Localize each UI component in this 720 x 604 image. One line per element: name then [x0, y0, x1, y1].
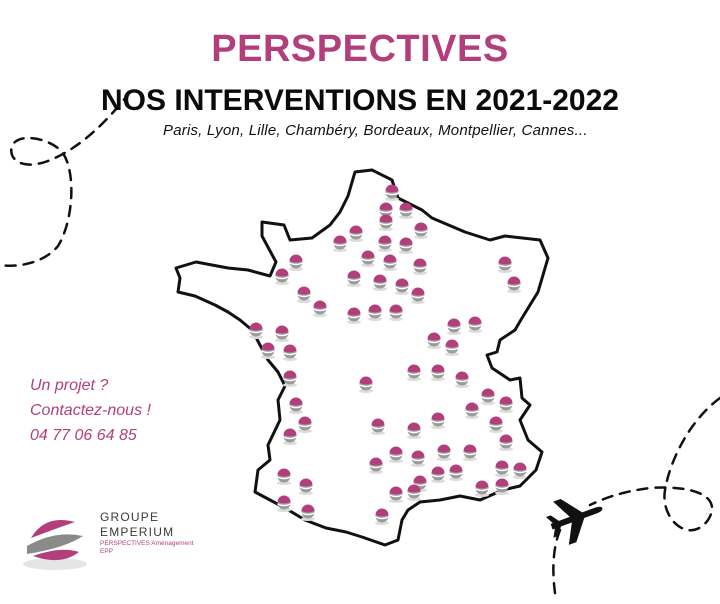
map-marker-icon	[261, 342, 275, 359]
map-marker-icon	[385, 184, 399, 201]
logo-text: GROUPE EMPERIUM PERSPECTIVES Aménagement…	[100, 510, 194, 556]
map-marker-icon	[378, 235, 392, 252]
map-marker-icon	[297, 286, 311, 303]
map-marker-icon	[299, 478, 313, 495]
map-marker-icon	[489, 416, 503, 433]
map-marker-icon	[427, 332, 441, 349]
brand-title: PERSPECTIVES	[211, 28, 509, 70]
map-marker-icon	[447, 318, 461, 335]
map-marker-icon	[468, 316, 482, 333]
map-marker-icon	[407, 484, 421, 501]
map-marker-icon	[375, 508, 389, 525]
map-marker-icon	[431, 466, 445, 483]
map-marker-icon	[413, 258, 427, 275]
map-marker-icon	[414, 222, 428, 239]
logo-line-emperium: EMPERIUM	[100, 525, 175, 539]
map-marker-icon	[465, 402, 479, 419]
map-marker-icon	[499, 396, 513, 413]
map-marker-icon	[389, 446, 403, 463]
map-marker-icon	[407, 422, 421, 439]
map-marker-icon	[275, 325, 289, 342]
map-marker-icon	[399, 202, 413, 219]
map-marker-icon	[498, 256, 512, 273]
map-marker-icon	[289, 397, 303, 414]
map-marker-icon	[283, 344, 297, 361]
map-marker-icon	[349, 225, 363, 242]
map-marker-icon	[333, 235, 347, 252]
map-marker-icon	[283, 428, 297, 445]
map-marker-icon	[411, 287, 425, 304]
map-marker-icon	[249, 322, 263, 339]
cities-list: Paris, Lyon, Lille, Chambéry, Bordeaux, …	[163, 122, 588, 139]
map-marker-icon	[383, 254, 397, 271]
map-marker-icon	[379, 214, 393, 231]
map-marker-icon	[507, 276, 521, 293]
map-marker-icon	[495, 460, 509, 477]
map-marker-icon	[513, 462, 527, 479]
map-marker-icon	[275, 268, 289, 285]
map-marker-icon	[437, 444, 451, 461]
flight-path-left	[0, 90, 132, 267]
map-marker-icon	[298, 416, 312, 433]
contact-line-cta[interactable]: Contactez-nous !	[30, 402, 151, 419]
map-marker-icon	[449, 464, 463, 481]
map-marker-icon	[359, 376, 373, 393]
map-marker-icon	[495, 478, 509, 495]
map-marker-icon	[389, 304, 403, 321]
map-marker-icon	[411, 450, 425, 467]
map-marker-icon	[313, 300, 327, 317]
map-marker-icon	[499, 434, 513, 451]
map-marker-icon	[301, 504, 315, 521]
map-marker-icon	[347, 307, 361, 324]
map-marker-icon	[373, 274, 387, 291]
airplane-icon	[545, 498, 603, 545]
map-marker-icon	[289, 254, 303, 271]
map-marker-icon	[395, 278, 409, 295]
map-marker-icon	[347, 270, 361, 287]
france-map-outline	[174, 168, 550, 547]
map-marker-icon	[475, 480, 489, 497]
flight-path-right	[552, 396, 720, 602]
map-marker-icon	[481, 388, 495, 405]
logo-line-perspectives: PERSPECTIVES Aménagement	[100, 540, 194, 547]
map-marker-icon	[361, 250, 375, 267]
map-marker-icon	[389, 486, 403, 503]
logo-line-groupe: GROUPE	[100, 510, 160, 524]
map-marker-icon	[371, 418, 385, 435]
map-marker-icon	[399, 237, 413, 254]
contact-phone[interactable]: 04 77 06 64 85	[30, 427, 137, 444]
map-markers	[249, 184, 527, 525]
contact-line-project: Un projet ?	[30, 377, 109, 394]
map-marker-icon	[431, 364, 445, 381]
map-marker-icon	[277, 468, 291, 485]
map-marker-icon	[283, 370, 297, 387]
logo-icon	[23, 520, 87, 570]
logo-line-epp: EPP	[100, 548, 114, 555]
contact-block: Un projet ? Contactez-nous ! 04 77 06 64…	[30, 373, 151, 448]
map-marker-icon	[455, 371, 469, 388]
map-marker-icon	[277, 495, 291, 512]
map-marker-icon	[463, 444, 477, 461]
page-subtitle: NOS INTERVENTIONS EN 2021-2022	[101, 84, 619, 117]
map-marker-icon	[407, 364, 421, 381]
map-marker-icon	[431, 412, 445, 429]
map-marker-icon	[368, 304, 382, 321]
map-marker-icon	[445, 339, 459, 356]
map-marker-icon	[369, 457, 383, 474]
